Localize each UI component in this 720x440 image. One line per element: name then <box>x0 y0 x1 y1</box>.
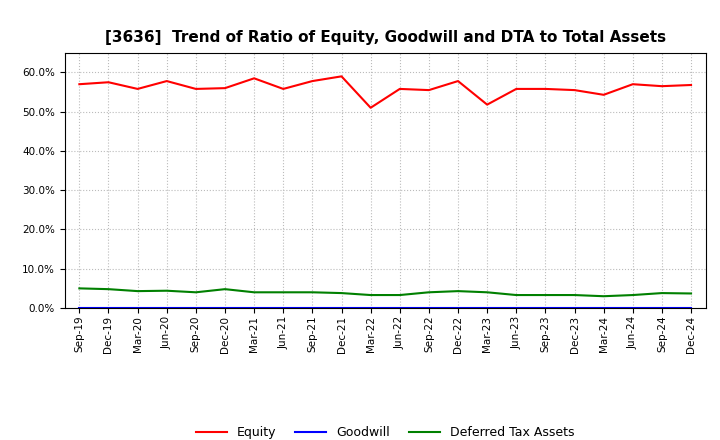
Equity <box>163 78 171 84</box>
Equity <box>629 81 637 87</box>
Equity <box>250 76 258 81</box>
Goodwill <box>541 305 550 310</box>
Equity <box>599 92 608 97</box>
Deferred Tax Assets <box>75 286 84 291</box>
Goodwill <box>629 305 637 310</box>
Deferred Tax Assets <box>483 290 492 295</box>
Deferred Tax Assets <box>687 291 696 296</box>
Goodwill <box>308 305 317 310</box>
Goodwill <box>395 305 404 310</box>
Equity <box>541 86 550 92</box>
Goodwill <box>687 305 696 310</box>
Equity <box>570 88 579 93</box>
Goodwill <box>163 305 171 310</box>
Equity <box>366 105 375 110</box>
Deferred Tax Assets <box>163 288 171 293</box>
Equity <box>687 82 696 88</box>
Deferred Tax Assets <box>337 290 346 296</box>
Goodwill <box>133 305 142 310</box>
Line: Deferred Tax Assets: Deferred Tax Assets <box>79 288 691 296</box>
Deferred Tax Assets <box>657 290 666 296</box>
Deferred Tax Assets <box>541 293 550 298</box>
Equity <box>657 84 666 89</box>
Goodwill <box>512 305 521 310</box>
Equity <box>337 74 346 79</box>
Goodwill <box>657 305 666 310</box>
Equity <box>483 102 492 107</box>
Equity <box>454 78 462 84</box>
Goodwill <box>104 305 113 310</box>
Deferred Tax Assets <box>512 293 521 298</box>
Goodwill <box>250 305 258 310</box>
Deferred Tax Assets <box>366 293 375 298</box>
Deferred Tax Assets <box>454 289 462 294</box>
Equity <box>104 80 113 85</box>
Deferred Tax Assets <box>570 293 579 298</box>
Goodwill <box>425 305 433 310</box>
Goodwill <box>366 305 375 310</box>
Goodwill <box>570 305 579 310</box>
Goodwill <box>220 305 229 310</box>
Line: Equity: Equity <box>79 77 691 108</box>
Deferred Tax Assets <box>629 293 637 298</box>
Equity <box>192 86 200 92</box>
Goodwill <box>599 305 608 310</box>
Deferred Tax Assets <box>279 290 287 295</box>
Legend: Equity, Goodwill, Deferred Tax Assets: Equity, Goodwill, Deferred Tax Assets <box>191 422 580 440</box>
Deferred Tax Assets <box>395 293 404 298</box>
Equity <box>425 88 433 93</box>
Equity <box>220 85 229 91</box>
Goodwill <box>279 305 287 310</box>
Goodwill <box>454 305 462 310</box>
Equity <box>133 86 142 92</box>
Deferred Tax Assets <box>308 290 317 295</box>
Goodwill <box>483 305 492 310</box>
Deferred Tax Assets <box>133 289 142 294</box>
Title: [3636]  Trend of Ratio of Equity, Goodwill and DTA to Total Assets: [3636] Trend of Ratio of Equity, Goodwil… <box>104 29 666 45</box>
Goodwill <box>337 305 346 310</box>
Goodwill <box>192 305 200 310</box>
Equity <box>512 86 521 92</box>
Equity <box>75 81 84 87</box>
Deferred Tax Assets <box>599 293 608 299</box>
Equity <box>395 86 404 92</box>
Equity <box>308 78 317 84</box>
Deferred Tax Assets <box>250 290 258 295</box>
Equity <box>279 86 287 92</box>
Deferred Tax Assets <box>104 286 113 292</box>
Deferred Tax Assets <box>220 286 229 292</box>
Deferred Tax Assets <box>192 290 200 295</box>
Goodwill <box>75 305 84 310</box>
Deferred Tax Assets <box>425 290 433 295</box>
